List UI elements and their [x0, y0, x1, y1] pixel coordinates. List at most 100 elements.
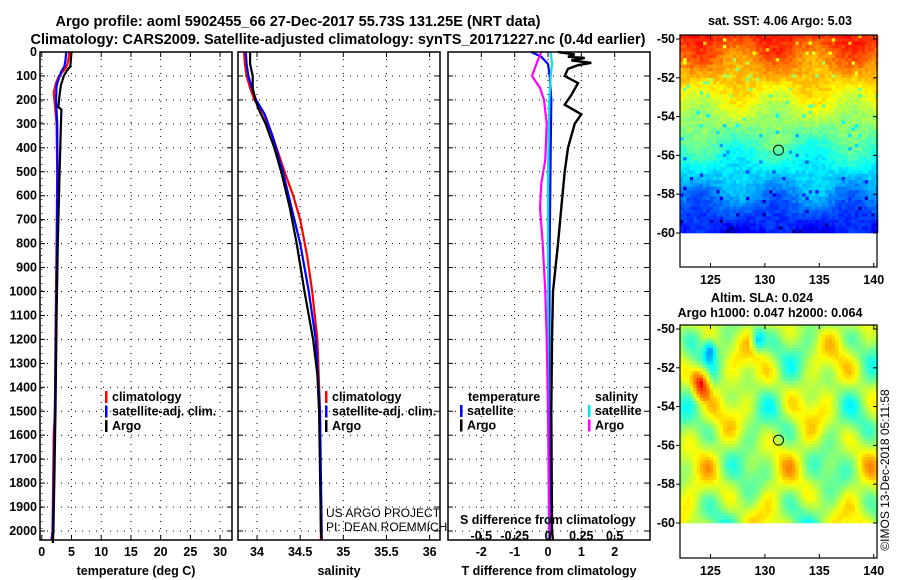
map-cell: [818, 367, 823, 372]
map-cell: [759, 44, 763, 49]
map-cell: [752, 216, 757, 221]
map-cell: [739, 84, 743, 89]
map-cell: [838, 81, 842, 85]
map-cell: [798, 41, 803, 46]
map-cell: [736, 127, 740, 131]
map-cell: [722, 97, 727, 102]
map-cell: [792, 68, 796, 72]
map-cell: [722, 157, 727, 161]
map-cell: [719, 157, 724, 161]
map-cell: [788, 77, 793, 82]
map-cell: [706, 176, 710, 181]
map-cell: [788, 84, 793, 89]
map-cell: [825, 351, 829, 355]
map-cell: [858, 371, 862, 375]
map-cell: [769, 358, 773, 362]
series-line-satellite-adj-clim-: [244, 51, 323, 541]
map-cell: [765, 183, 770, 188]
map-cell: [696, 367, 701, 372]
map-cell: [722, 226, 727, 230]
map-cell: [762, 361, 767, 365]
map-cell: [825, 107, 829, 112]
map-cell: [762, 77, 767, 82]
map-cell: [746, 94, 750, 98]
map-cell: [835, 334, 839, 339]
map-cell: [739, 41, 743, 46]
map-cell: [680, 328, 684, 332]
map-cell: [841, 130, 846, 135]
map-cell: [749, 219, 753, 224]
map-cell: [752, 107, 757, 112]
map-cell: [706, 193, 710, 197]
map-cell: [722, 101, 727, 105]
map-cell: [680, 54, 684, 59]
map-cell: [722, 381, 727, 385]
map-cell: [848, 110, 852, 115]
map-cell: [729, 120, 734, 125]
map-cell: [706, 358, 710, 362]
map-cell: [808, 134, 813, 138]
map-cell: [746, 344, 750, 349]
map-cell: [785, 206, 790, 211]
map-cell: [812, 147, 816, 151]
map-cell: [732, 229, 737, 234]
map-cell: [848, 97, 852, 102]
map-cell: [838, 334, 842, 339]
map-cell: [848, 334, 852, 339]
map-cell: [858, 223, 862, 227]
map-cell: [785, 101, 790, 105]
map-cell: [831, 87, 836, 92]
map-cell: [762, 180, 767, 184]
map-cell: [736, 183, 740, 188]
map-cell: [746, 74, 750, 79]
map-cell: [792, 77, 796, 82]
map-cell: [788, 163, 793, 168]
map-cell: [752, 94, 757, 98]
map-cell: [825, 367, 829, 372]
map-cell: [680, 87, 684, 92]
map-cell: [835, 180, 839, 184]
map-cell: [812, 203, 816, 207]
map-cell: [802, 344, 806, 349]
map-cell: [693, 117, 697, 122]
map-cell: [693, 354, 697, 359]
map-cell: [795, 229, 800, 234]
map-cell: [775, 68, 780, 72]
map-cell: [772, 38, 776, 42]
map-cell: [693, 190, 697, 194]
map-cell: [769, 180, 773, 184]
map-cell: [798, 206, 803, 211]
map-cell: [798, 110, 803, 115]
map-cell: [696, 153, 701, 158]
map-cell: [696, 150, 701, 155]
map-cell: [871, 54, 875, 59]
map-cell: [802, 367, 806, 372]
map-cell: [835, 134, 839, 138]
map-cell: [752, 120, 757, 125]
map-cell: [779, 193, 783, 197]
map-cell: [693, 170, 697, 174]
map-cell: [772, 209, 776, 214]
map-cell: [742, 143, 747, 148]
map-cell: [709, 196, 714, 201]
map-cell: [742, 110, 747, 115]
map-cell: [736, 87, 740, 92]
map-cell: [762, 190, 767, 194]
map-cell: [785, 38, 790, 42]
map-cell: [775, 354, 780, 359]
map-cell: [815, 143, 819, 148]
map-cell: [848, 127, 852, 131]
map-cell: [765, 328, 770, 332]
map-cell: [713, 38, 717, 42]
map-cell: [775, 196, 780, 201]
map-cell: [848, 338, 852, 342]
map-cell: [716, 81, 720, 85]
map-cell: [689, 101, 694, 105]
y-tick-label: 600: [16, 189, 37, 203]
map-cell: [739, 51, 743, 56]
map-cell: [699, 91, 704, 95]
map-cell: [699, 44, 704, 49]
map-cell: [828, 140, 833, 145]
map-cell: [752, 348, 757, 352]
map-cell: [864, 341, 869, 346]
